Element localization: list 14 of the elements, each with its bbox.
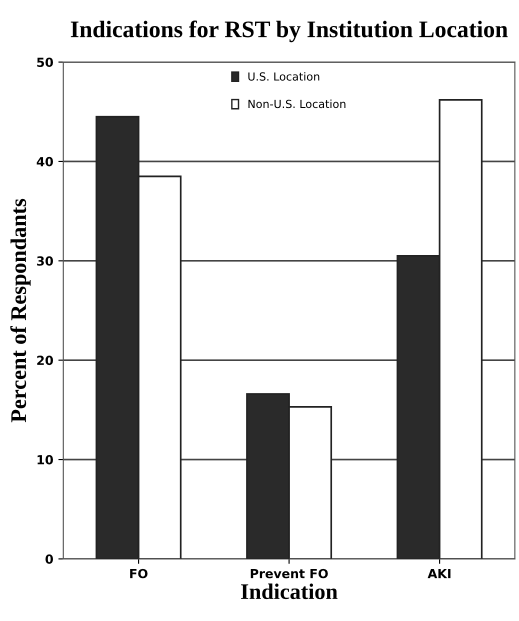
x-axis-title: Indication (241, 584, 338, 600)
legend-label: U.S. Location (248, 72, 320, 81)
x-tick-label: Prevent FO (250, 568, 328, 578)
x-tick-label: AKI (428, 569, 450, 578)
y-tick-label: 30 (37, 256, 53, 266)
y-tick-label: 40 (36, 156, 53, 166)
y-tick-label: 0 (45, 554, 53, 564)
y-tick-label: 10 (38, 455, 53, 464)
x-tick-label: FO (130, 568, 148, 578)
chart-title: Indications for RST by Institution Location (70, 20, 508, 42)
legend-label: Non-U.S. Location (248, 100, 346, 108)
y-tick-label: 20 (37, 356, 53, 366)
y-tick-label: 50 (37, 58, 53, 68)
y-axis-title: Percent of Respondants (10, 198, 31, 422)
